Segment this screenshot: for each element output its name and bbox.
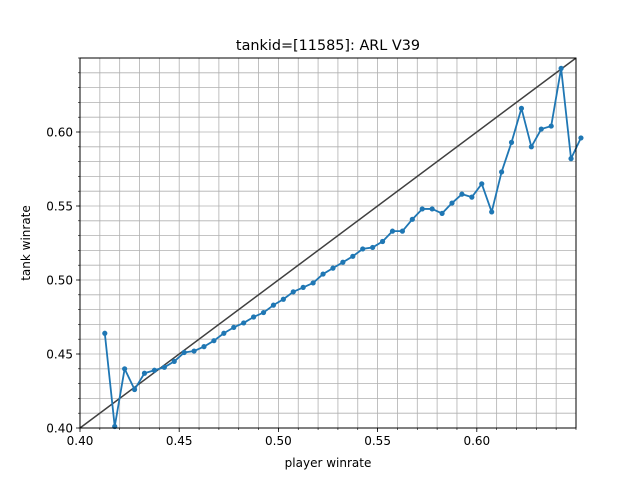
data-point: [131, 386, 138, 393]
data-point: [201, 344, 207, 350]
data-point: [499, 169, 505, 175]
data-point: [310, 280, 316, 286]
data-point: [241, 320, 247, 326]
data-point: [320, 271, 326, 277]
data-point: [260, 309, 267, 316]
data-point: [231, 324, 237, 330]
y-axis-label: tank winrate: [19, 205, 33, 281]
data-point: [409, 216, 415, 222]
data-point: [330, 265, 336, 271]
x-tick-label: 0.60: [463, 434, 490, 448]
data-point: [528, 144, 534, 150]
data-point: [429, 206, 435, 212]
data-point: [221, 330, 227, 336]
data-point: [538, 126, 544, 132]
data-point: [558, 65, 564, 71]
data-point: [151, 367, 157, 373]
data-point: [350, 253, 356, 259]
data-point: [399, 228, 405, 234]
data-point: [439, 210, 445, 216]
data-point: [300, 284, 306, 290]
data-point: [379, 238, 386, 245]
x-axis-label: player winrate: [285, 456, 372, 470]
data-point: [568, 156, 574, 162]
data-point: [122, 366, 128, 372]
data-point: [191, 348, 197, 354]
y-tick-label: 0.55: [46, 200, 73, 214]
series-layer: [102, 65, 584, 430]
data-point: [548, 123, 554, 129]
data-point: [360, 246, 366, 252]
data-point: [578, 135, 584, 141]
y-tick-label: 0.50: [46, 274, 73, 288]
data-point: [211, 338, 217, 344]
data-point: [508, 139, 515, 145]
data-point: [449, 200, 455, 206]
y-tick-label: 0.45: [46, 348, 73, 362]
data-point: [340, 259, 346, 265]
data-point: [251, 314, 257, 320]
data-point: [419, 206, 425, 212]
data-point: [102, 330, 108, 336]
data-point: [270, 302, 277, 308]
axis-ticks: 0.40 0.45 0.50 0.55 0.60 0.40 0.45 0.50 0.55 0.60: [46, 57, 577, 448]
grid: [79, 57, 577, 429]
data-point: [280, 296, 286, 302]
data-point: [171, 358, 177, 364]
y-tick-label: 0.40: [46, 422, 73, 436]
data-point: [479, 181, 485, 187]
data-point: [161, 364, 167, 370]
data-point: [518, 105, 525, 111]
data-point: [469, 194, 475, 200]
x-tick-label: 0.45: [166, 434, 193, 448]
y-tick-label: 0.60: [46, 126, 73, 140]
x-tick-label: 0.40: [67, 434, 94, 448]
data-point: [141, 370, 148, 376]
data-point: [370, 244, 376, 251]
x-tick-label: 0.50: [265, 434, 292, 448]
data-point: [290, 289, 296, 295]
data-point: [389, 228, 396, 234]
data-point: [489, 209, 495, 215]
chart-title: tankid=[11585]: ARL V39: [236, 38, 420, 54]
data-point: [459, 191, 465, 197]
x-tick-label: 0.55: [364, 434, 391, 448]
plot-frame: [79, 57, 577, 429]
data-point: [181, 349, 187, 356]
